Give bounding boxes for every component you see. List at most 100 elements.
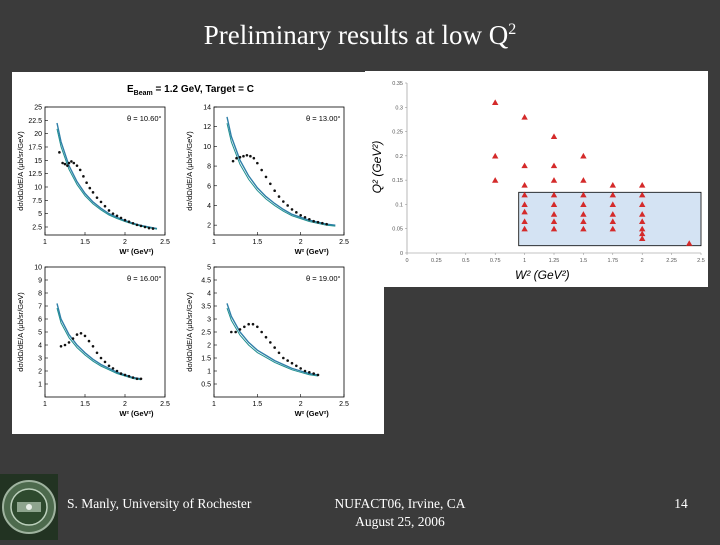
x-tick-label: 0 (405, 258, 408, 264)
x-axis-label: W² (GeV²) (119, 247, 154, 256)
data-point (119, 216, 123, 220)
data-point (321, 221, 324, 225)
data-point (303, 215, 307, 219)
model-curve-alt (56, 128, 158, 230)
angle-label: θ = 10.60° (127, 114, 162, 123)
x-tick-label: 2.5 (339, 239, 349, 246)
x-tick-label: 1 (523, 258, 526, 264)
x-tick-label: 1.75 (607, 258, 618, 264)
model-curve (56, 303, 142, 380)
figure-title: EBeam = 1.2 GeV, Target = C (127, 84, 254, 97)
x-tick-label: 2.5 (697, 258, 705, 264)
data-point (686, 240, 693, 246)
data-point (550, 211, 558, 217)
data-point (308, 217, 311, 221)
y-tick-label: 0.25 (392, 130, 403, 136)
y-tick-label: 2 (207, 343, 211, 350)
y-tick-label: 7.5 (32, 198, 42, 205)
y-tick-label: 3.5 (201, 304, 211, 311)
y-tick-label: 0.2 (395, 154, 403, 160)
data-point (103, 204, 107, 208)
data-point (609, 225, 616, 232)
y-tick-label: 2 (207, 223, 211, 230)
y-tick-label: 20 (34, 131, 42, 138)
y-tick-label: 5 (38, 330, 42, 337)
data-point (521, 218, 528, 225)
y-tick-label: 5 (207, 265, 211, 272)
y-tick-label: 2.5 (32, 225, 42, 232)
x-tick-label: 1 (43, 401, 47, 408)
data-point (231, 159, 235, 163)
data-point (230, 330, 233, 334)
university-seal-logo (0, 474, 58, 540)
data-point (123, 218, 127, 222)
panel-frame (44, 106, 166, 236)
data-point (550, 201, 558, 208)
data-point (63, 343, 67, 347)
data-point (119, 372, 123, 375)
data-point (147, 226, 151, 230)
data-point (59, 345, 63, 348)
data-point (99, 356, 103, 360)
data-point (550, 133, 558, 140)
y-tick-label: 12 (203, 124, 211, 131)
data-point (290, 208, 294, 211)
data-point (580, 218, 587, 225)
data-point (151, 227, 155, 230)
data-point (312, 219, 315, 223)
data-point (131, 221, 135, 225)
data-point (639, 182, 646, 188)
data-point (247, 322, 250, 326)
y-tick-label: 3 (207, 317, 211, 324)
data-point (264, 335, 268, 339)
data-point (99, 200, 103, 204)
y-tick-label: 2.5 (201, 330, 211, 337)
cross-section-figure: EBeam = 1.2 GeV, Target = C 2.5 5 7.5 10 1 2.… (12, 72, 384, 434)
data-point (269, 341, 272, 344)
data-point (95, 196, 99, 199)
x-tick-label: 2 (641, 258, 644, 264)
y-axis-label: dσ/dΩ/dE/A (μb/sr/GeV) (16, 292, 25, 372)
data-point (135, 223, 139, 227)
data-point (312, 372, 315, 375)
data-point (580, 191, 587, 198)
data-point (63, 162, 67, 166)
y-tick-label: 0.3 (395, 105, 403, 111)
data-point (308, 371, 311, 374)
data-point (235, 156, 238, 160)
data-point (127, 374, 131, 378)
data-point (139, 377, 143, 381)
data-point (58, 151, 61, 154)
data-point (639, 235, 646, 242)
data-point (580, 201, 587, 208)
data-point (91, 191, 95, 194)
x-tick-label: 2 (123, 239, 127, 246)
y-tick-label: 8 (207, 164, 211, 171)
y-tick-label: 0.5 (201, 382, 211, 389)
y-tick-label: 9 (38, 278, 42, 285)
x-tick-label: 0.75 (490, 258, 501, 264)
y-tick-label: 17.5 (28, 145, 42, 152)
data-point (609, 182, 616, 188)
y-tick-label: 6 (207, 183, 211, 190)
data-point (79, 332, 83, 335)
data-point (609, 201, 616, 208)
x-tick-label: 2 (299, 239, 303, 246)
sub-panel-3: 1 2 3 4 5 6 7 8 9 10 1 1.5 2 2.5 θ = 16.00° dσ/dΩ/dE/A … (16, 265, 170, 419)
data-point (107, 209, 111, 212)
data-point (580, 225, 587, 232)
y-axis-label: dσ/dΩ/dE/A (μb/sr/GeV) (16, 131, 25, 211)
angle-label: θ = 13.00° (306, 114, 341, 123)
data-point (115, 369, 119, 373)
y-tick-label: 22.5 (28, 118, 42, 125)
y-tick-label: 0 (400, 251, 403, 257)
y-tick-label: 5 (38, 211, 42, 218)
y-tick-label: 10 (34, 185, 42, 192)
data-point (131, 376, 135, 379)
data-point (75, 333, 79, 336)
y-tick-label: 1 (38, 382, 42, 389)
x-tick-label: 0.5 (462, 258, 470, 264)
data-point (260, 330, 263, 334)
y-tick-label: 10 (34, 265, 42, 272)
data-point (282, 356, 285, 360)
